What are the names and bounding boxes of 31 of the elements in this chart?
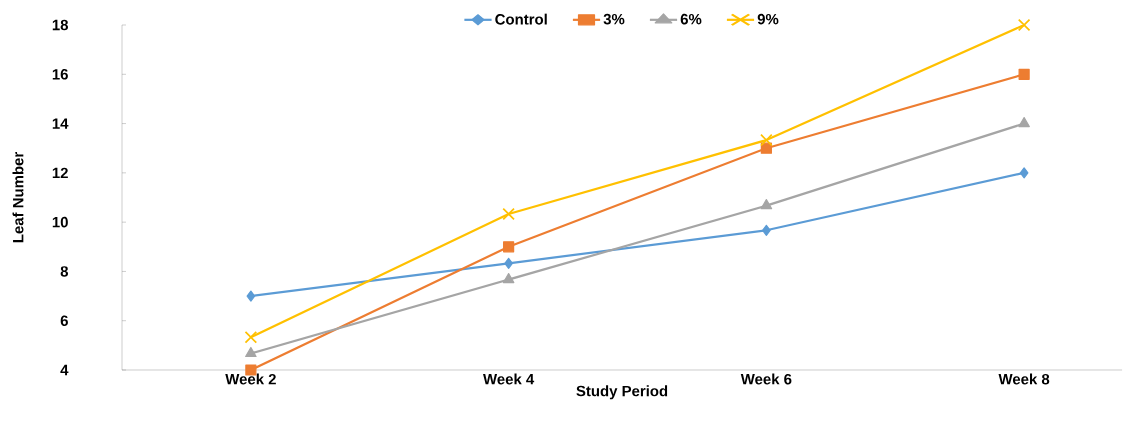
y-tick-label: 16 [52, 68, 68, 80]
y-tick-label: 12 [52, 167, 68, 179]
x-tick-label: Week 6 [740, 373, 792, 385]
y-axis-title: Leaf Number [12, 152, 24, 243]
point [760, 199, 773, 210]
legend-label: Control [495, 13, 547, 25]
x-tick-label: Week 8 [998, 373, 1050, 385]
x-axis-title: Study Period [576, 385, 668, 400]
y-tick-label: 10 [52, 216, 68, 228]
legend-label: 6% [680, 13, 702, 25]
x-tick-label: Week 2 [225, 373, 276, 385]
y-tick-label: 6 [60, 315, 68, 326]
point [1019, 167, 1029, 179]
point [762, 224, 771, 236]
point [760, 142, 772, 154]
y-tick-label: 4 [60, 364, 69, 376]
legend-label: 3% [603, 13, 625, 25]
point [245, 346, 257, 358]
y-tick-label: 8 [60, 266, 69, 277]
point [1018, 68, 1030, 80]
point [1018, 116, 1030, 128]
y-tick-label: 14 [52, 118, 69, 129]
y-tick-label: 18 [52, 19, 69, 31]
point [503, 241, 515, 253]
point [502, 272, 515, 284]
point [504, 257, 513, 269]
point [246, 290, 256, 302]
point [1018, 19, 1031, 31]
legend-label: 9% [757, 13, 779, 25]
point [244, 331, 257, 344]
x-tick-label: Week 4 [483, 373, 535, 385]
